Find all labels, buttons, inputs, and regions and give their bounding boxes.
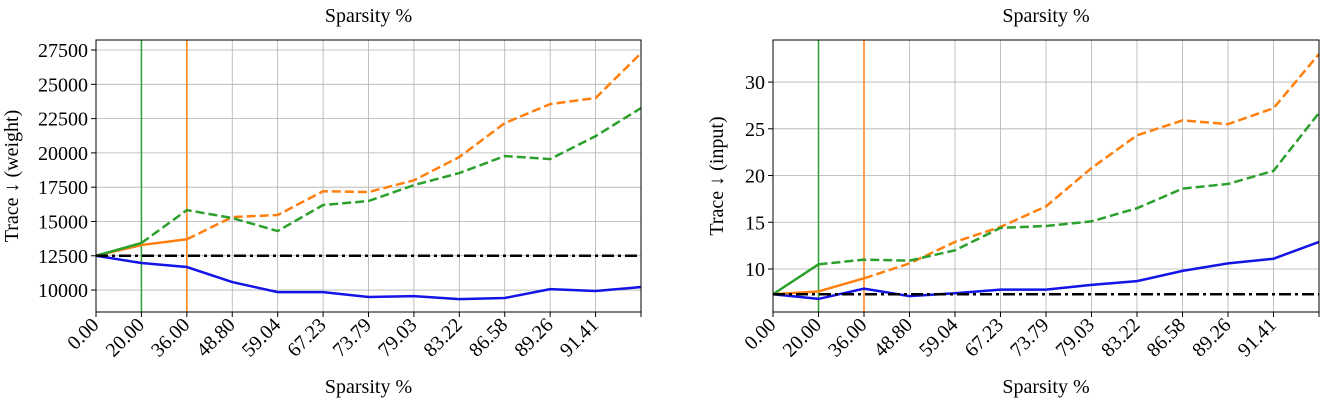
- plot-frame: [95, 39, 642, 313]
- x-tick-label: 59.04: [238, 314, 285, 361]
- series-line: [772, 240, 1320, 301]
- series-line: [186, 52, 642, 241]
- x-tick-label: 0.00: [740, 314, 780, 354]
- y-tick-label: 27500: [38, 40, 88, 62]
- x-tick-label: 20.00: [102, 314, 149, 361]
- x-tick-label: 83.22: [419, 314, 466, 361]
- y-tick-label: 10: [745, 259, 765, 281]
- y-tick-label: 10000: [38, 280, 88, 302]
- x-tick-label: 59.04: [915, 314, 962, 361]
- x-tick-label: 91.41: [556, 314, 603, 361]
- y-tick-label: 15000: [38, 211, 88, 233]
- series-line: [772, 277, 865, 296]
- x-axis-label: Sparsity %: [1002, 376, 1089, 398]
- series-line: [863, 53, 1320, 280]
- series-line: [95, 241, 142, 257]
- y-tick-label: 25000: [38, 74, 88, 96]
- x-tick-label: 89.26: [510, 314, 557, 361]
- x-tick-label: 86.58: [1143, 314, 1190, 361]
- y-tick-label: 15: [745, 212, 765, 234]
- panel: 10152025300.0020.0036.0048.8059.0467.237…: [706, 5, 1320, 398]
- x-tick-label: 89.26: [1188, 314, 1235, 361]
- x-tick-label: 20.00: [779, 314, 826, 361]
- x-tick-label: 48.80: [870, 314, 917, 361]
- series-line: [772, 263, 820, 296]
- panel: 10000 12500 15000 17500 20000 22500 25000 27500…: [1, 5, 642, 398]
- y-tick-label: 12500: [38, 246, 88, 268]
- y-tick-label: 17500: [38, 177, 88, 199]
- x-tick-label: 67.23: [283, 314, 330, 361]
- x-tick-label: 48.80: [192, 314, 239, 361]
- y-tick-label: 20: [745, 166, 765, 188]
- y-tick-label: 25: [745, 119, 765, 141]
- x-tick-label: 86.58: [465, 314, 512, 361]
- chart-title: Sparsity %: [325, 5, 412, 27]
- series-line: [140, 106, 642, 245]
- x-tick-label: 79.03: [374, 314, 421, 361]
- x-tick-label: 91.41: [1234, 314, 1281, 361]
- y-tick-label: 22500: [38, 109, 88, 131]
- x-tick-label: 73.79: [1006, 314, 1053, 361]
- y-tick-label: 30: [745, 72, 765, 94]
- x-tick-label: 36.00: [824, 314, 871, 361]
- x-tick-label: 67.23: [961, 314, 1008, 361]
- plot-frame: [772, 39, 1320, 313]
- series-line: [95, 254, 642, 301]
- x-tick-label: 79.03: [1052, 314, 1099, 361]
- x-tick-label: 0.00: [63, 314, 103, 354]
- chart-title: Sparsity %: [1002, 5, 1089, 27]
- y-axis-label: Trace ↓ (weight): [1, 110, 23, 243]
- y-tick-label: 20000: [38, 143, 88, 165]
- y-axis-label: Trace ↓ (input): [706, 116, 728, 235]
- x-tick-label: 36.00: [147, 314, 194, 361]
- x-tick-label: 73.79: [329, 314, 376, 361]
- x-axis-label: Sparsity %: [325, 376, 412, 398]
- x-tick-label: 83.22: [1097, 314, 1144, 361]
- series-line: [818, 112, 1320, 266]
